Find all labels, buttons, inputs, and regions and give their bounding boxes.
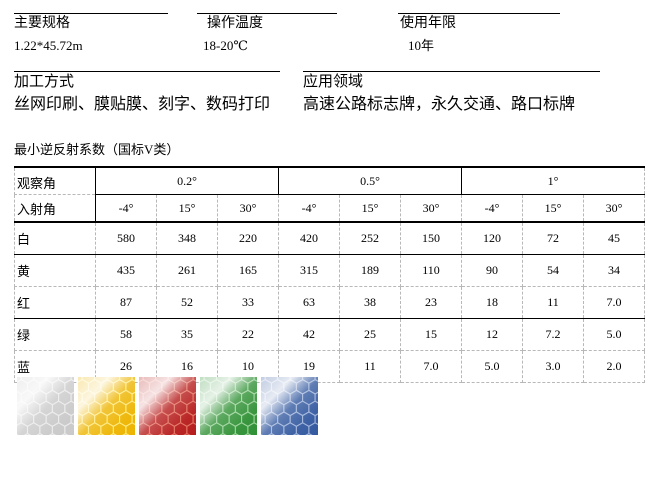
value-cell: 45 bbox=[583, 222, 645, 255]
service-life-label: 使用年限 bbox=[400, 16, 456, 31]
value-cell: 23 bbox=[400, 286, 462, 319]
value-cell: 11 bbox=[339, 350, 401, 383]
service-life-value: 10年 bbox=[408, 38, 435, 53]
table-row: 白 580 348 220 420 252 150 120 72 45 bbox=[14, 222, 645, 255]
value-cell: 7.0 bbox=[583, 286, 645, 319]
value-cell: 33 bbox=[217, 286, 279, 319]
swatch-white-reflective-sheeting bbox=[17, 377, 74, 435]
value-cell: 12 bbox=[461, 318, 523, 351]
info-block-application-field: 应用领域 高速公路标志牌，永久交通、路口标牌 bbox=[303, 71, 600, 113]
value-cell: 2.0 bbox=[583, 350, 645, 383]
swatch-blue-reflective-sheeting bbox=[261, 377, 318, 435]
value-cell: 5.0 bbox=[461, 350, 523, 383]
entrance-angle-cell: 30° bbox=[400, 194, 462, 223]
value-cell: 150 bbox=[400, 222, 462, 255]
entrance-angle-cell: 15° bbox=[339, 194, 401, 223]
value-cell: 435 bbox=[95, 254, 157, 287]
retroreflection-coefficient-table: 观察角 0.2° 0.5° 1° 入射角 -4° 15° 30° -4° 15° 30° -… bbox=[14, 166, 645, 383]
value-cell: 580 bbox=[95, 222, 157, 255]
value-cell: 420 bbox=[278, 222, 340, 255]
observation-angle-corner-label: 观察角 bbox=[14, 166, 96, 195]
entrance-angle-cell: -4° bbox=[278, 194, 340, 223]
entrance-angle-cell: 30° bbox=[583, 194, 645, 223]
swatch-green-reflective-sheeting bbox=[200, 377, 257, 435]
value-cell: 42 bbox=[278, 318, 340, 351]
value-cell: 22 bbox=[217, 318, 279, 351]
value-cell: 72 bbox=[522, 222, 584, 255]
value-cell: 35 bbox=[156, 318, 218, 351]
info-block-operating-temperature: 操作温度 18-20℃ bbox=[197, 13, 337, 54]
processing-method-label: 加工方式 bbox=[14, 74, 75, 90]
value-cell: 34 bbox=[583, 254, 645, 287]
entrance-angle-cell: 15° bbox=[156, 194, 218, 223]
table-row: 绿 58 35 22 42 25 15 12 7.2 5.0 bbox=[14, 318, 645, 351]
operating-temperature-label: 操作温度 bbox=[207, 16, 263, 31]
entrance-angle-row: 入射角 -4° 15° 30° -4° 15° 30° -4° 15° 30° bbox=[14, 194, 645, 223]
value-cell: 120 bbox=[461, 222, 523, 255]
value-cell: 25 bbox=[339, 318, 401, 351]
value-cell: 90 bbox=[461, 254, 523, 287]
processing-method-value: 丝网印刷、膜贴膜、刻字、数码打印 bbox=[14, 96, 271, 113]
value-cell: 189 bbox=[339, 254, 401, 287]
value-cell: 348 bbox=[156, 222, 218, 255]
value-cell: 7.0 bbox=[400, 350, 462, 383]
value-cell: 38 bbox=[339, 286, 401, 319]
color-label-cell: 红 bbox=[14, 286, 96, 319]
operating-temperature-value: 18-20℃ bbox=[203, 38, 248, 53]
value-cell: 18 bbox=[461, 286, 523, 319]
color-label-cell: 白 bbox=[14, 222, 96, 255]
observation-angle-row: 观察角 0.2° 0.5° 1° bbox=[14, 166, 645, 195]
value-cell: 261 bbox=[156, 254, 218, 287]
value-cell: 15 bbox=[400, 318, 462, 351]
entrance-angle-cell: 30° bbox=[217, 194, 279, 223]
application-field-value: 高速公路标志牌，永久交通、路口标牌 bbox=[303, 96, 576, 113]
value-cell: 63 bbox=[278, 286, 340, 319]
swatch-red-reflective-sheeting bbox=[139, 377, 196, 435]
value-cell: 315 bbox=[278, 254, 340, 287]
entrance-angle-corner-label: 入射角 bbox=[14, 194, 96, 223]
reflective-sheeting-swatches bbox=[17, 377, 318, 435]
value-cell: 52 bbox=[156, 286, 218, 319]
table-title: 最小逆反射系数（国标V类） bbox=[14, 142, 180, 157]
observation-angle-0-2: 0.2° bbox=[95, 166, 279, 195]
info-block-main-spec: 主要规格 1.22*45.72m bbox=[14, 13, 168, 54]
value-cell: 165 bbox=[217, 254, 279, 287]
main-spec-label: 主要规格 bbox=[14, 16, 70, 31]
entrance-angle-cell: -4° bbox=[461, 194, 523, 223]
value-cell: 5.0 bbox=[583, 318, 645, 351]
value-cell: 7.2 bbox=[522, 318, 584, 351]
value-cell: 54 bbox=[522, 254, 584, 287]
observation-angle-1: 1° bbox=[461, 166, 645, 195]
color-label-cell: 绿 bbox=[14, 318, 96, 351]
value-cell: 110 bbox=[400, 254, 462, 287]
value-cell: 220 bbox=[217, 222, 279, 255]
info-block-service-life: 使用年限 10年 bbox=[398, 13, 560, 54]
value-cell: 3.0 bbox=[522, 350, 584, 383]
value-cell: 87 bbox=[95, 286, 157, 319]
table-row: 红 87 52 33 63 38 23 18 11 7.0 bbox=[14, 286, 645, 319]
main-spec-value: 1.22*45.72m bbox=[14, 38, 83, 53]
value-cell: 252 bbox=[339, 222, 401, 255]
info-block-processing-method: 加工方式 丝网印刷、膜贴膜、刻字、数码打印 bbox=[14, 71, 280, 113]
entrance-angle-cell: 15° bbox=[522, 194, 584, 223]
application-field-label: 应用领域 bbox=[303, 74, 364, 90]
table-row: 黄 435 261 165 315 189 110 90 54 34 bbox=[14, 254, 645, 287]
color-label-cell: 黄 bbox=[14, 254, 96, 287]
value-cell: 58 bbox=[95, 318, 157, 351]
swatch-yellow-reflective-sheeting bbox=[78, 377, 135, 435]
observation-angle-0-5: 0.5° bbox=[278, 166, 462, 195]
retroreflection-table-wrapper: 观察角 0.2° 0.5° 1° 入射角 -4° 15° 30° -4° 15° 30° -… bbox=[14, 166, 645, 383]
entrance-angle-cell: -4° bbox=[95, 194, 157, 223]
value-cell: 11 bbox=[522, 286, 584, 319]
